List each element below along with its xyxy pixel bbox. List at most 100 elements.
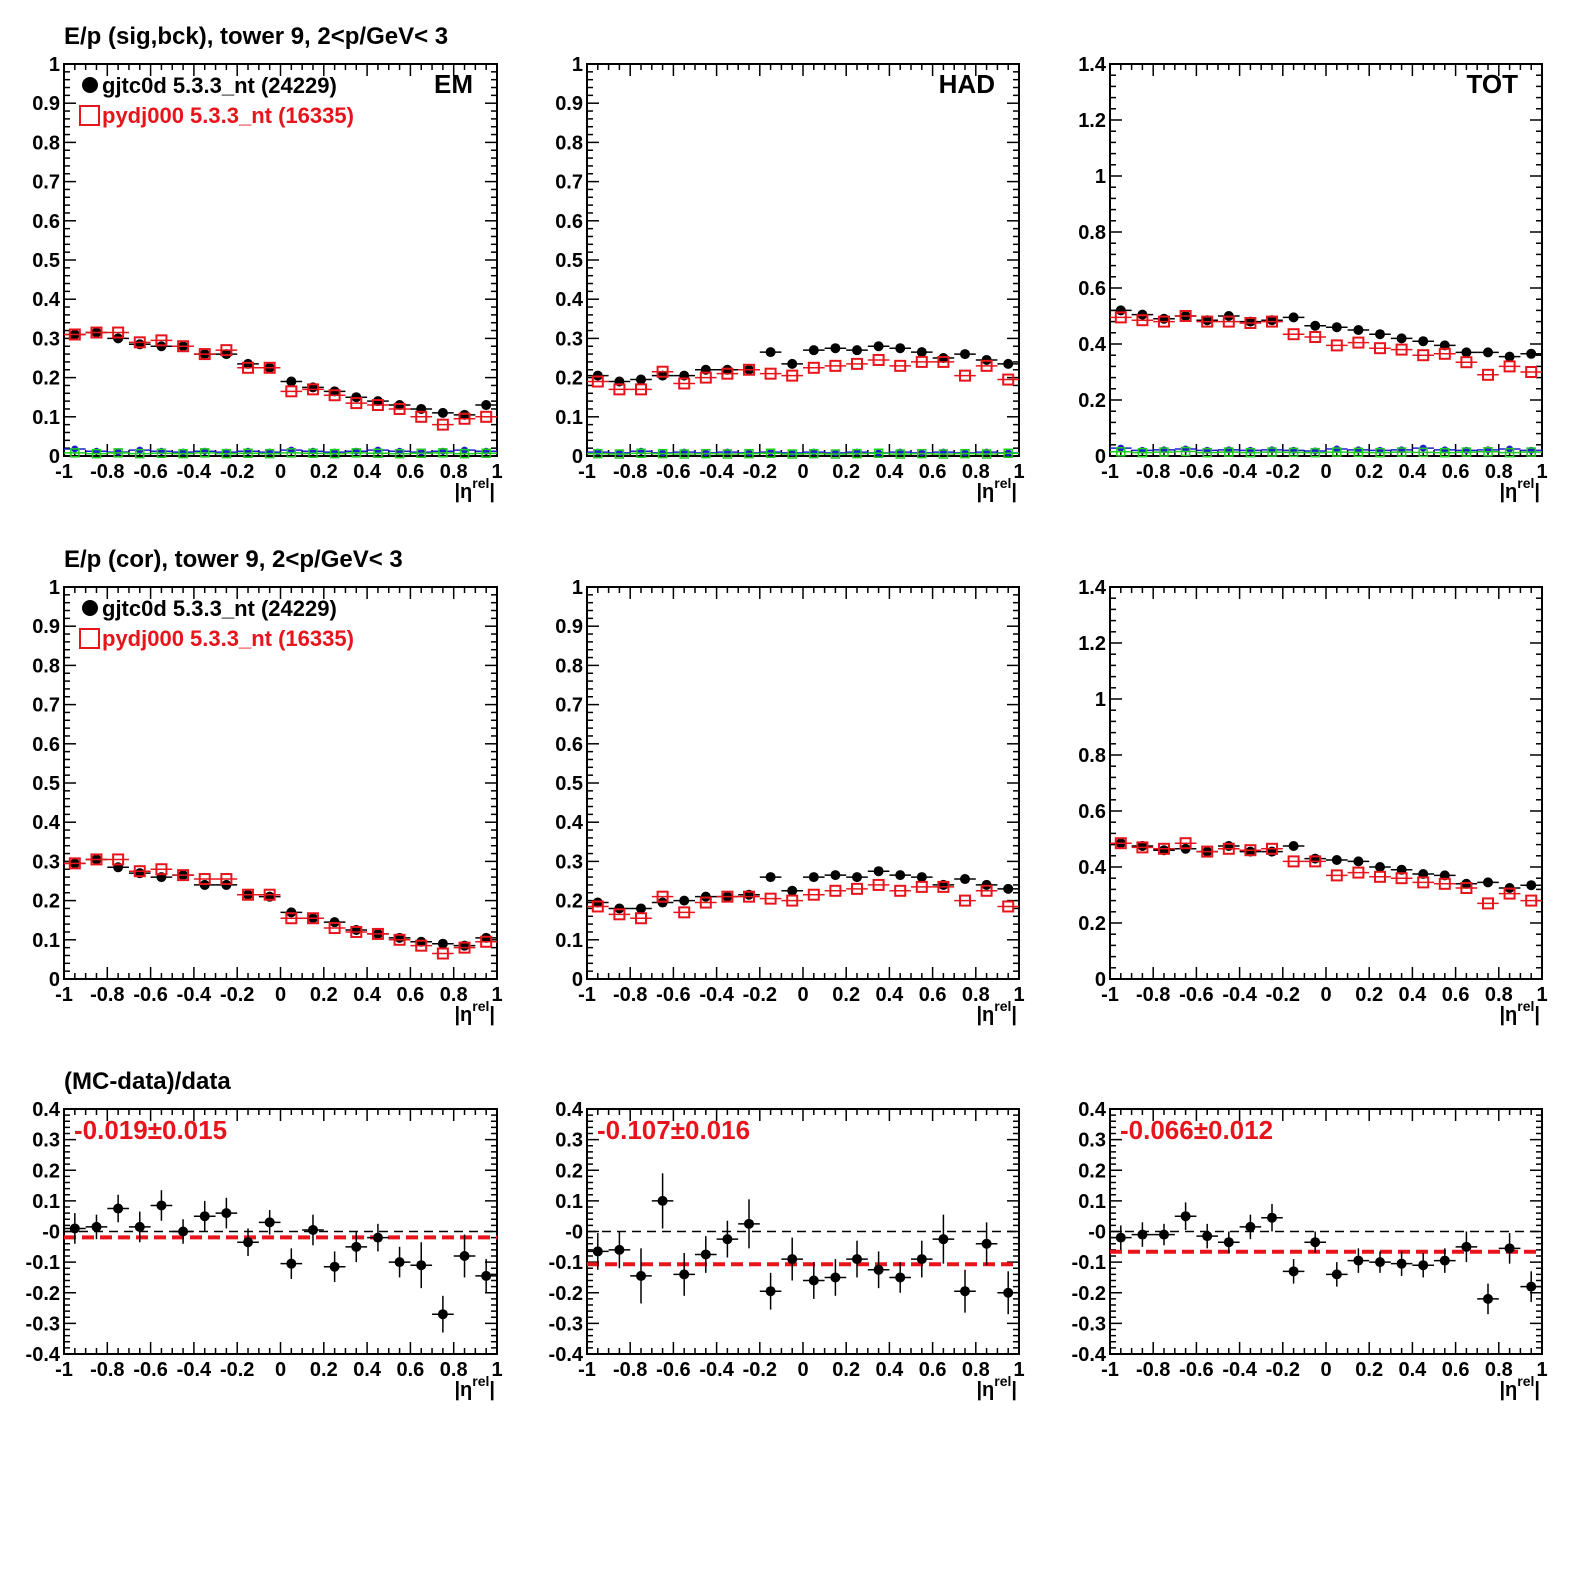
y-tick-label: 0.2 [1078,390,1106,412]
y-tick-label: 0.2 [32,368,60,390]
ratio-point [459,1251,470,1261]
x-tick-label: 0 [275,1359,286,1381]
green-point [873,448,884,459]
green-point [1180,446,1191,457]
mc-point [635,383,647,396]
x-tick-label: 0.4 [1398,984,1427,1006]
mc-point [393,402,406,415]
y-tick-label: 1 [1095,689,1106,711]
x-tick-label: -0.8 [90,461,124,483]
x-tick-label: -0.8 [90,1359,124,1381]
x-tick-label: -0.4 [177,984,212,1006]
data-point [873,866,884,877]
mc-point [1460,356,1473,369]
data-point [765,872,776,883]
x-tick-label: -0.8 [613,461,647,483]
ratio-point [437,1309,448,1320]
blue-point [745,449,753,457]
y-tick-label: 0.8 [1078,222,1106,244]
x-tick-label: -0.8 [613,1359,647,1381]
ratio-point [636,1270,646,1281]
ratio-point [1180,1211,1191,1222]
x-tick-label: 0.6 [396,461,424,483]
mc-point [90,853,103,866]
mc-point [1244,844,1257,857]
x-tick-label: 0.2 [1355,461,1383,483]
mc-point [1222,842,1235,855]
green-point [1526,447,1536,457]
mc-point [1309,855,1322,868]
y-tick-label: -0.4 [549,1344,584,1366]
x-tick-label: 0 [275,984,286,1006]
mc-point [1114,837,1127,850]
green-point [1003,448,1013,459]
y-tick-label: 1 [1095,166,1106,188]
green-point [113,448,123,458]
mc-point [285,912,298,925]
panel-cor-HAD: -1 -0.8 -0.6 -0.4 -0.2 0 0.2 0.4 0.6 0.8 1|ηrel|00… [555,577,1024,1026]
mc-point [328,389,341,402]
y-tick-label: 0.4 [32,1099,61,1121]
mc-point [980,359,993,372]
data-point [1003,883,1014,894]
x-axis-title: |ηrel| [454,1373,495,1401]
y-tick-label: -0.4 [1072,1344,1107,1366]
y-tick-label: 0.4 [555,1099,584,1121]
mc-point [743,890,755,903]
mc-point [350,397,363,410]
data-point [722,364,733,375]
y-tick-label: 0.8 [1078,745,1106,767]
x-tick-label: -0.2 [1266,984,1300,1006]
data-point [592,897,603,908]
ratio-point [1331,1269,1342,1280]
x-axis-title: |ηrel| [976,998,1017,1026]
mc-point [1395,872,1408,885]
ratio-point [307,1224,318,1235]
x-tick-label: 1 [1013,984,1024,1006]
x-tick-label: 1 [1536,1359,1547,1381]
ratio-point [329,1261,340,1272]
data-point [437,407,448,418]
green-point [1245,447,1256,458]
x-tick-label: 0 [1320,984,1331,1006]
y-tick-label: 0.2 [555,368,583,390]
green-point [614,449,625,459]
mc-point [829,359,842,372]
y-tick-label: 0.7 [555,172,583,194]
mc-point [1136,841,1149,854]
mc-point [743,363,755,376]
mc-point [328,922,341,935]
data-point [916,872,927,883]
y-tick-label: 0.1 [32,407,60,429]
data-point [416,936,427,947]
y-tick-label: 0.3 [555,328,583,350]
x-tick-label: -1 [578,461,596,483]
y-tick-label: -0.4 [26,1344,61,1366]
data-point [636,903,646,914]
mc-point [1330,339,1343,352]
x-tick-label: -0.4 [699,461,734,483]
x-tick-label: -0.2 [220,461,254,483]
y-tick-label: 0.1 [32,930,60,952]
ratio-point [1003,1287,1014,1298]
data-point [1331,322,1342,333]
green-point [481,448,491,459]
x-tick-label: 0 [1320,1359,1331,1381]
ratio-point [243,1237,254,1248]
mc-point [1417,876,1430,889]
y-tick-label: 1.2 [1078,110,1106,132]
data-point [679,895,690,906]
green-point [91,448,102,459]
green-point [1116,447,1126,457]
x-tick-label: 0 [797,461,808,483]
data-point [437,938,448,949]
ratio-point [199,1211,210,1222]
x-tick-label: -0.4 [177,461,212,483]
green-point [351,448,362,458]
data-point [221,349,232,360]
green-point [636,448,646,459]
y-tick-label: -0 [42,1222,60,1244]
green-point [593,448,603,459]
panel-label: EM [434,69,473,99]
mc-point [591,375,604,388]
